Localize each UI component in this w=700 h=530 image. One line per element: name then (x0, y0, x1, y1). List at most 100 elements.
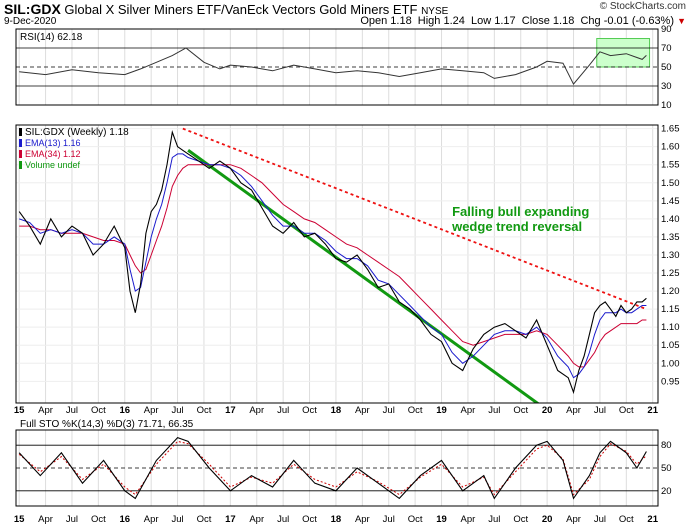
annotation-text: wedge trend reversal (451, 219, 582, 234)
sto-xtick-label: 20 (542, 514, 553, 525)
price-xtick-label: Jul (594, 405, 606, 416)
sto-ytick-label: 80 (661, 440, 672, 451)
price-ytick-label: 1.05 (661, 340, 680, 351)
price-ytick-label: 1.45 (661, 196, 680, 207)
sto-xtick-label: Jul (171, 514, 183, 525)
rsi-ytick-label: 30 (661, 81, 672, 92)
price-xtick-label: 17 (225, 405, 236, 416)
sto-xtick-label: Jul (383, 514, 395, 525)
price-xtick-label: Oct (408, 405, 423, 416)
ohlc-values: Open 1.18 High 1.24 Low 1.17 Close 1.18 … (360, 15, 675, 27)
sto-xtick-label: 21 (647, 514, 658, 525)
price-xtick-label: Apr (249, 405, 264, 416)
triangle-down-icon: ▼ (677, 16, 686, 26)
sto-xtick-label: Apr (355, 514, 370, 525)
sto-xtick-label: Apr (38, 514, 53, 525)
ticker-symbol: SIL:GDX (4, 1, 61, 17)
rsi-ytick-label: 10 (661, 100, 672, 111)
rsi-frame (15, 28, 659, 106)
ticker-description: Global X Silver Miners ETF/VanEck Vector… (64, 2, 418, 17)
sto-xtick-label: Oct (302, 514, 317, 525)
price-legend-item: EMA(13) 1.16 (25, 138, 81, 148)
sto-xtick-label: 15 (14, 514, 25, 525)
price-xtick-label: Apr (355, 405, 370, 416)
price-legend-item: Volume undef (25, 160, 81, 170)
ohlc-summary: Open 1.18 High 1.24 Low 1.17 Close 1.18 … (360, 15, 686, 27)
annotation-text: Falling bull expanding (452, 204, 589, 219)
ema34-line (19, 164, 647, 368)
price-xtick-label: Jul (488, 405, 500, 416)
rsi-ytick-label: 70 (661, 43, 672, 54)
resistance-trendline (182, 127, 647, 310)
rsi-ytick-label: 50 (661, 62, 672, 73)
price-frame (15, 124, 659, 404)
price-xtick-label: 19 (436, 405, 447, 416)
price-xtick-label: 16 (119, 405, 130, 416)
price-ytick-label: 1.30 (661, 250, 680, 261)
price-xtick-label: Oct (513, 405, 528, 416)
price-xtick-label: Jul (277, 405, 289, 416)
price-xtick-label: Oct (302, 405, 317, 416)
sto-xtick-label: Oct (91, 514, 106, 525)
exchange-label: NYSE (421, 6, 449, 17)
chart-header-title: SIL:GDX Global X Silver Miners ETF/VanEc… (4, 1, 448, 17)
price-ytick-label: 1.10 (661, 322, 680, 333)
sto-xtick-label: Apr (249, 514, 264, 525)
price-xtick-label: Apr (144, 405, 159, 416)
sto-xtick-label: Jul (277, 514, 289, 525)
sto-xtick-label: Oct (408, 514, 423, 525)
ema13-line (19, 153, 647, 379)
sto-xtick-label: 16 (119, 514, 130, 525)
sto-xtick-label: Jul (594, 514, 606, 525)
price-xtick-label: 15 (14, 405, 25, 416)
price-xtick-label: 20 (542, 405, 553, 416)
sto-xtick-label: Oct (513, 514, 528, 525)
price-xtick-label: Apr (38, 405, 53, 416)
sto-xtick-label: Apr (461, 514, 476, 525)
price-legend-item: EMA(34) 1.12 (25, 149, 81, 159)
sto-frame (15, 429, 659, 507)
price-ytick-label: 1.35 (661, 232, 680, 243)
sto-k-line (18, 436, 647, 500)
sto-xtick-label: 17 (225, 514, 236, 525)
price-xtick-label: Jul (66, 405, 78, 416)
price-ytick-label: 1.55 (661, 160, 680, 171)
rsi-line (19, 47, 647, 86)
price-xtick-label: Jul (171, 405, 183, 416)
sto-xtick-label: Apr (144, 514, 159, 525)
price-xtick-label: Oct (197, 405, 212, 416)
sto-ytick-label: 20 (661, 486, 672, 497)
price-ytick-label: 1.65 (661, 124, 680, 135)
rsi-panel: 10 30 50 70 90 RSI(14) 62.18 (15, 24, 672, 111)
rsi-highlight-box (596, 38, 651, 68)
price-ytick-label: 1.60 (661, 142, 680, 153)
rsi-ytick-label: 90 (661, 24, 672, 35)
price-xtick-label: Apr (461, 405, 476, 416)
sto-xtick-label: Oct (197, 514, 212, 525)
sto-xtick-label: Apr (566, 514, 581, 525)
price-ytick-label: 0.95 (661, 376, 680, 387)
price-xtick-label: Oct (619, 405, 634, 416)
legend-swatch (19, 150, 22, 158)
price-ytick-label: 1.25 (661, 268, 680, 279)
sto-xtick-label: Oct (619, 514, 634, 525)
rsi-legend: RSI(14) 62.18 (20, 32, 83, 43)
price-xtick-label: 21 (647, 405, 658, 416)
sto-xtick-label: 18 (331, 514, 342, 525)
price-panel: 0.95 1.00 1.05 1.10 1.15 1.20 1.25 1.30 1.35 1.40… (14, 124, 680, 416)
price-ytick-label: 1.15 (661, 304, 680, 315)
price-legend-item: SIL:GDX (Weekly) 1.18 (25, 127, 129, 138)
sto-ytick-label: 50 (661, 463, 672, 474)
sto-xtick-label: 19 (436, 514, 447, 525)
sto-d-line (18, 440, 647, 496)
stockcharts-logo: © StockCharts.com (599, 1, 686, 12)
price-ytick-label: 1.50 (661, 178, 680, 189)
price-xtick-label: Jul (383, 405, 395, 416)
support-trendline (187, 149, 540, 403)
chart-date: 9-Dec-2020 (4, 16, 57, 27)
stochastic-panel: 20 50 80 Full STO %K(14,3) %D(3) 71.71, 66.… (14, 419, 672, 525)
legend-swatch (19, 161, 22, 169)
sto-xtick-label: Jul (66, 514, 78, 525)
trendlines (182, 127, 647, 403)
